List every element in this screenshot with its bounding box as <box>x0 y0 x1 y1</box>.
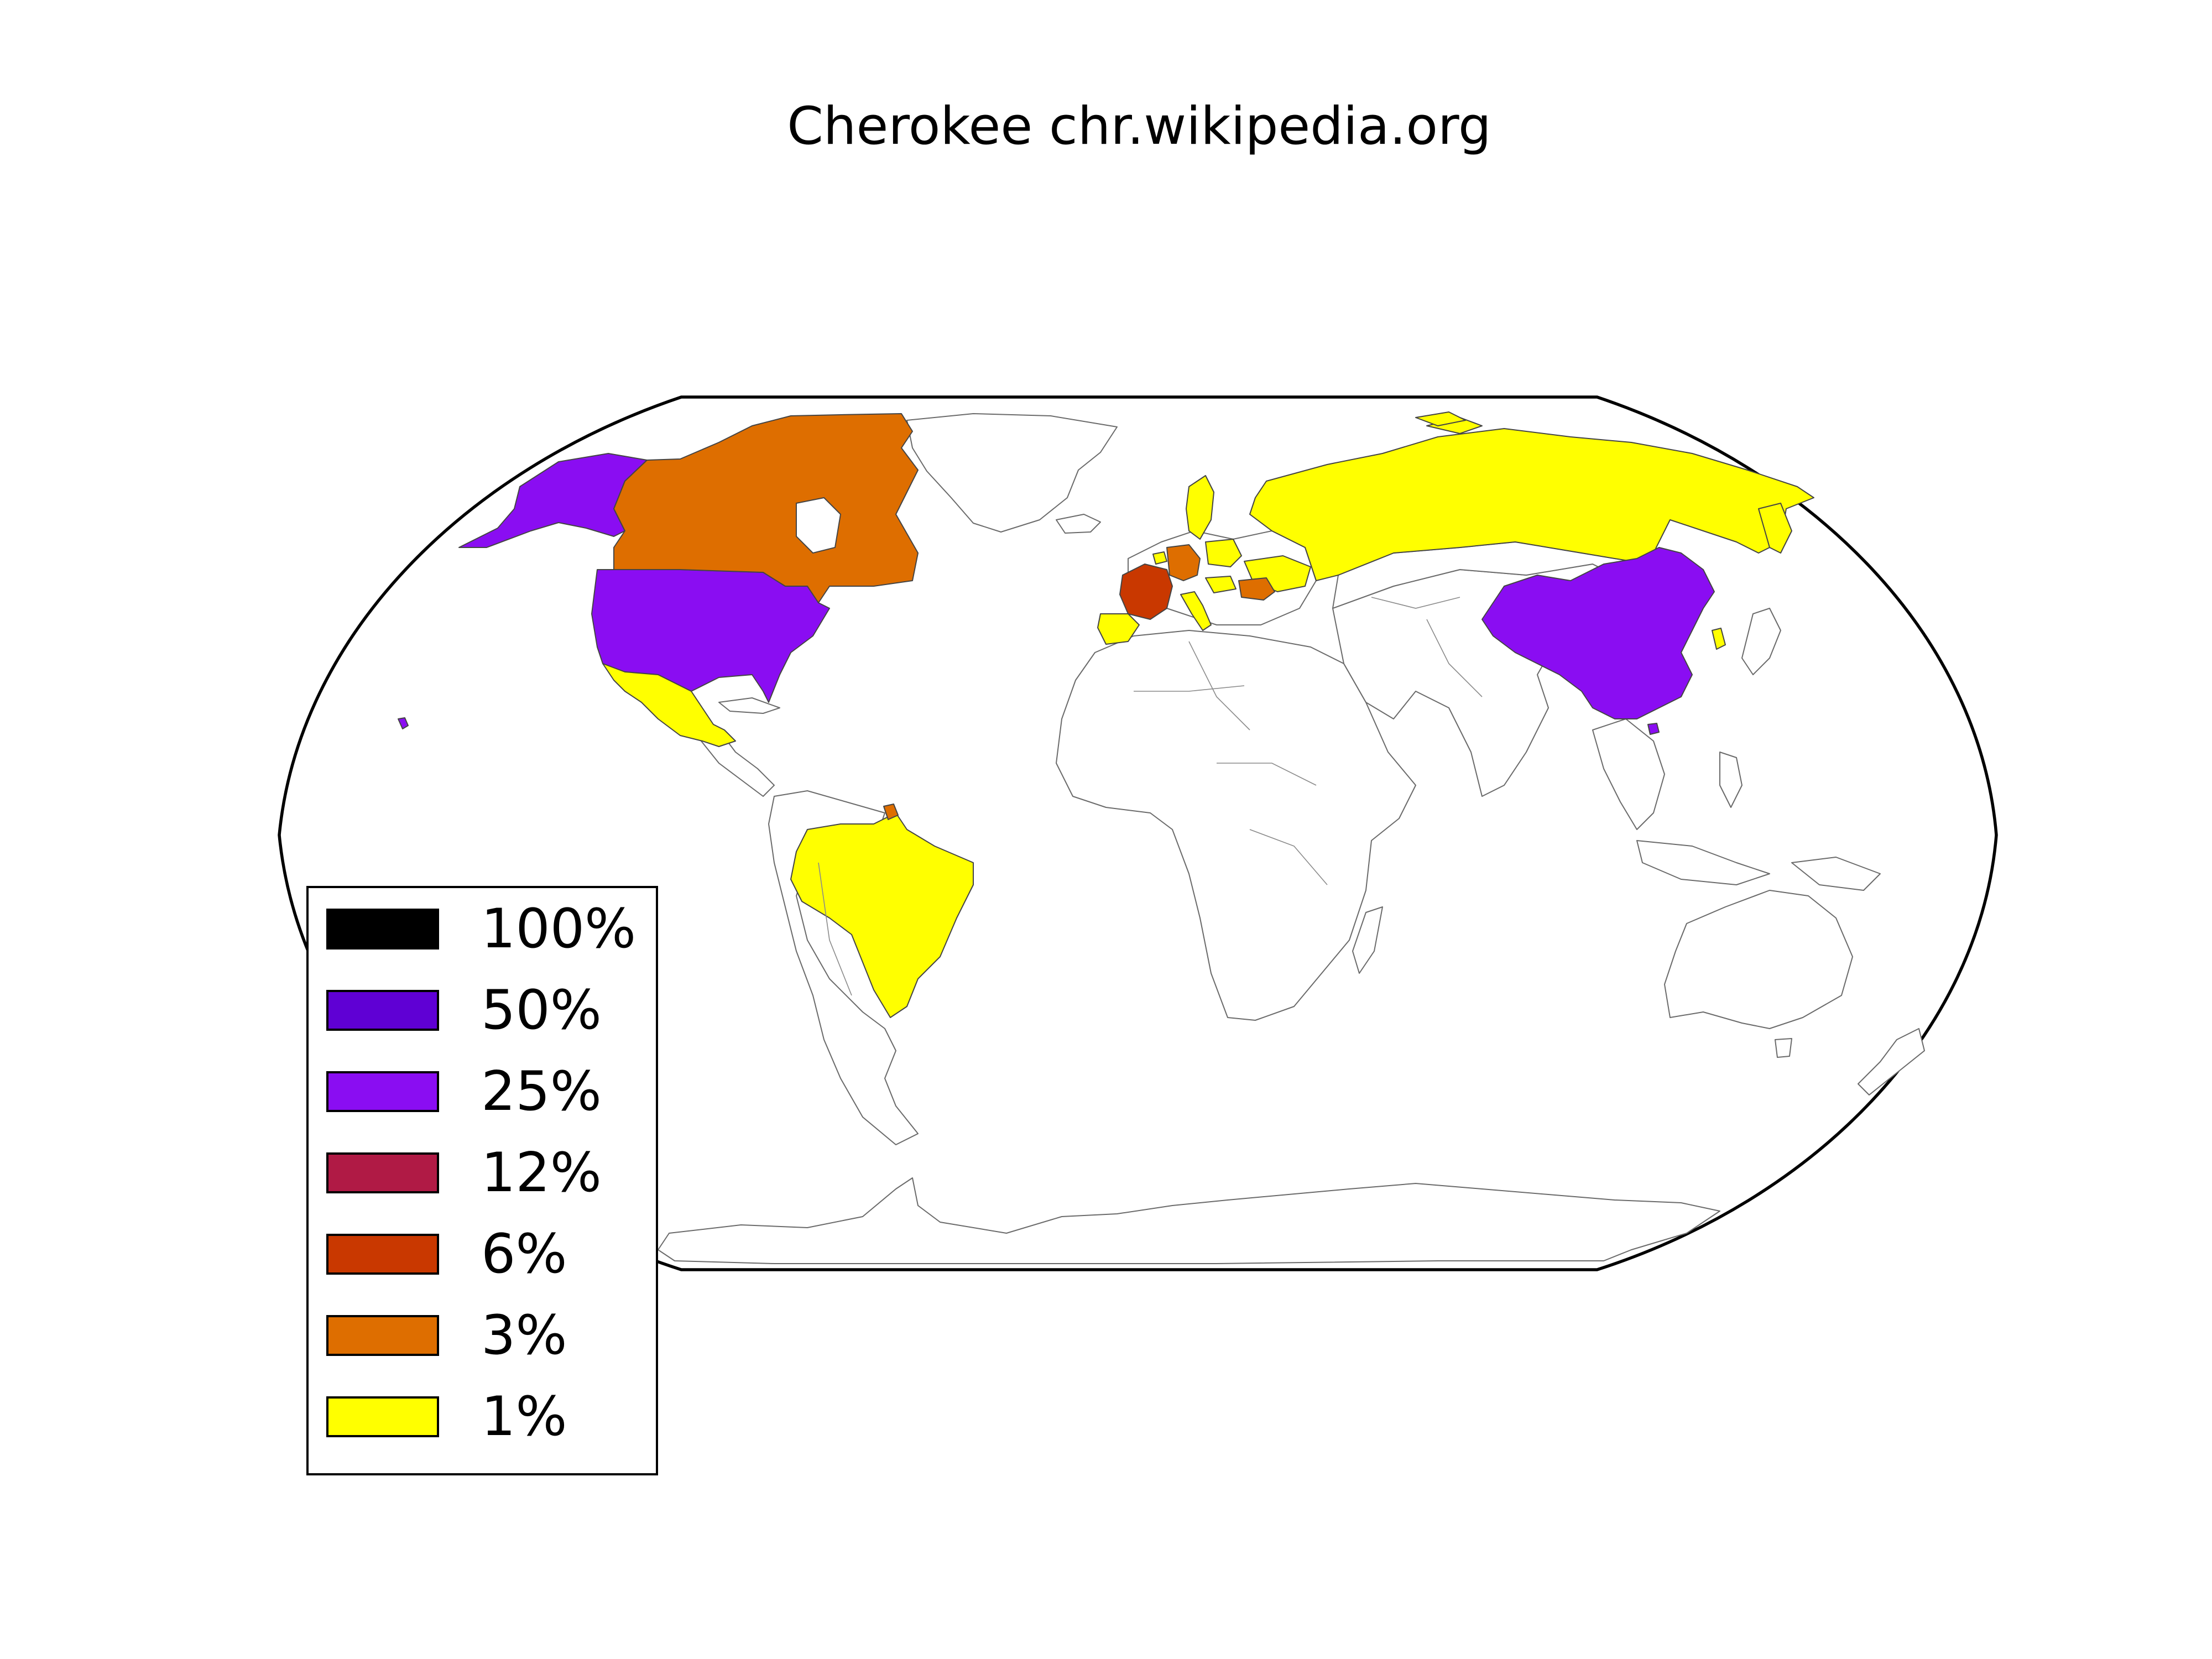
legend-swatch <box>326 1071 439 1112</box>
shaded-countries <box>398 411 1814 1018</box>
country-france <box>1119 564 1173 620</box>
legend-swatch <box>326 990 439 1031</box>
legend-label: 100% <box>481 898 636 961</box>
land-new-zealand <box>1858 1028 1925 1095</box>
land-japan <box>1741 608 1781 675</box>
map-frame <box>278 395 1998 1271</box>
hudson-bay <box>796 497 842 554</box>
world-map <box>278 395 1998 1271</box>
country-russia <box>1249 428 1814 581</box>
country-belgium <box>1152 551 1167 565</box>
country-china-hainan <box>1647 723 1660 735</box>
legend-swatch <box>326 1152 439 1193</box>
country-russia-kamchatka <box>1758 503 1792 554</box>
country-south-korea <box>1712 628 1726 650</box>
land-tasmania <box>1775 1038 1792 1058</box>
country-spain <box>1097 613 1140 645</box>
country-sweden <box>1186 475 1214 540</box>
legend-label: 50% <box>481 979 602 1042</box>
border-lines <box>818 597 1483 996</box>
land-indonesia <box>1636 840 1770 885</box>
legend-label: 1% <box>481 1385 567 1448</box>
land-madagascar <box>1352 906 1383 974</box>
country-mexico <box>602 663 736 747</box>
legend-label: 3% <box>481 1304 567 1367</box>
country-hungary <box>1205 576 1237 593</box>
land-southeast-asia <box>1592 718 1665 830</box>
land-philippines <box>1719 752 1743 808</box>
country-italy <box>1180 591 1212 631</box>
legend-label: 25% <box>481 1060 602 1123</box>
country-canada <box>613 413 919 603</box>
country-svalbard <box>1415 411 1466 426</box>
country-alaska <box>458 453 648 548</box>
land-greenland <box>906 413 1118 533</box>
country-french-guiana <box>883 804 899 820</box>
land-africa <box>1056 630 1416 1021</box>
legend-swatch <box>326 909 439 950</box>
country-poland <box>1205 539 1242 567</box>
country-germany <box>1166 544 1201 581</box>
land-antarctica <box>658 1177 1720 1264</box>
legend-label: 12% <box>481 1141 602 1204</box>
unshaded-land <box>658 413 1925 1264</box>
legend-swatch <box>326 1396 439 1437</box>
land-cuba <box>718 697 780 714</box>
country-brazil <box>790 812 974 1018</box>
country-china <box>1481 547 1715 719</box>
land-new-guinea <box>1791 857 1881 891</box>
land-australia <box>1664 890 1853 1029</box>
legend-swatch <box>326 1315 439 1356</box>
country-hawaii <box>398 717 409 729</box>
legend-label: 6% <box>481 1223 567 1286</box>
legend-swatch <box>326 1234 439 1275</box>
map-title: Cherokee chr.wikipedia.org <box>787 96 1491 156</box>
map-legend: 100% 50% 25% 12% 6% 3% 1% <box>306 886 658 1475</box>
land-iceland <box>1056 514 1101 534</box>
country-romania <box>1238 577 1275 601</box>
